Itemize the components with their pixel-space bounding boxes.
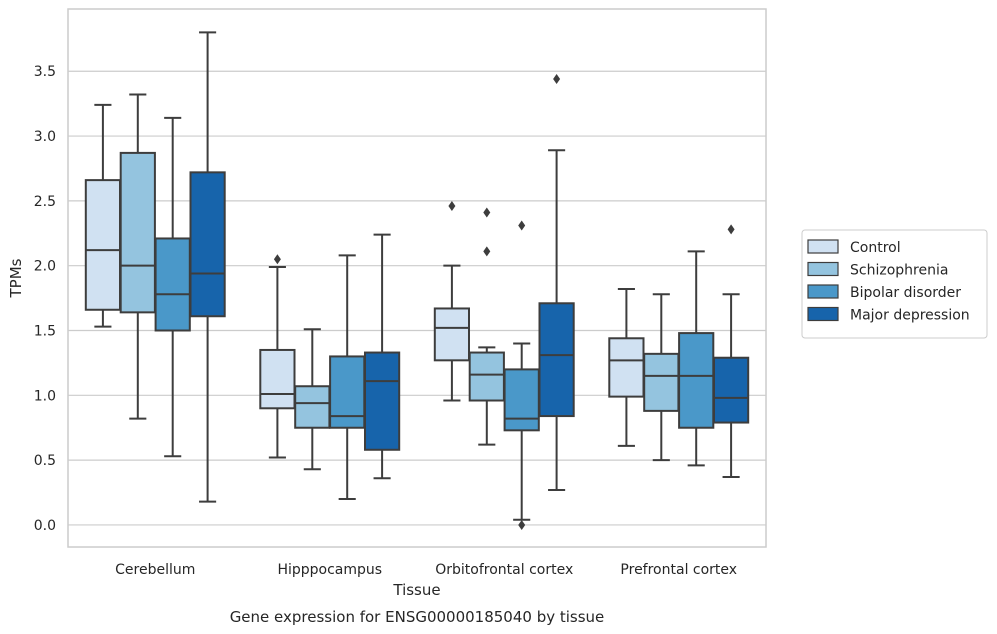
legend: Control Schizophrenia Bipolar disorder Majo… (801, 229, 988, 339)
x-tick-labels: Cerebellum Hipppocampus Orbitofrontal cort… (115, 562, 737, 578)
box-body (294, 385, 331, 429)
box-2-0 (433, 201, 471, 402)
box-body (643, 352, 680, 412)
outlier-point (518, 220, 526, 231)
legend-swatch (807, 284, 839, 299)
legend-label: Schizophrenia (850, 263, 948, 279)
box-body (678, 332, 715, 429)
box-body (189, 171, 226, 318)
box-2-3 (538, 74, 575, 491)
plot-frame (67, 8, 767, 548)
outlier-point (483, 246, 491, 257)
y-tick-label: 1.0 (34, 388, 56, 404)
x-axis-label: Tissue (392, 581, 440, 599)
box-body (608, 337, 645, 398)
x-tick-label: Cerebellum (115, 562, 195, 578)
box-3-2 (678, 250, 715, 467)
outlier-point (727, 224, 735, 235)
box-body (538, 302, 575, 418)
box-body (154, 237, 191, 332)
box-body (84, 179, 122, 311)
outlier-point (518, 519, 526, 530)
box-body (433, 307, 471, 362)
box-0-1 (119, 93, 156, 420)
box-body (259, 348, 296, 410)
box-1-1 (294, 328, 331, 471)
y-tick-label: 0.0 (34, 518, 56, 534)
box-3-0 (608, 288, 645, 447)
y-tick-label: 2.5 (34, 194, 56, 210)
x-tick-label: Hipppocampus (277, 562, 382, 578)
outlier-point (448, 201, 456, 212)
outlier-point (553, 74, 561, 85)
outlier-point (483, 207, 491, 218)
box-body (712, 356, 750, 424)
figure-caption: Gene expression for ENSG00000185040 by t… (230, 608, 605, 626)
y-tick-label: 3.5 (34, 64, 56, 80)
box-body (119, 151, 156, 314)
y-tick-label: 1.5 (34, 324, 56, 340)
x-tick-label: Prefrontal cortex (620, 562, 737, 578)
boxes-layer (84, 31, 750, 530)
box-0-3 (189, 31, 226, 503)
y-tick-label: 3.0 (34, 129, 56, 145)
box-2-2 (503, 220, 540, 530)
box-body (503, 368, 540, 432)
legend-label: Major depression (850, 308, 970, 324)
y-tick-label: 0.5 (34, 453, 56, 469)
x-tick-label: Orbitofrontal cortex (435, 562, 573, 578)
box-body (363, 351, 401, 451)
box-1-0 (259, 254, 296, 459)
outlier-point (273, 254, 281, 265)
y-axis-label: TPMs (7, 258, 25, 298)
legend-label: Bipolar disorder (850, 285, 961, 301)
y-tick-label: 2.0 (34, 259, 56, 275)
legend-label: Control (850, 240, 901, 256)
box-1-3 (363, 233, 401, 480)
legend-swatch (807, 261, 839, 277)
y-tick-labels: 0.0 0.5 1.0 1.5 2.0 2.5 3.0 3.5 (34, 64, 56, 534)
legend-swatch (807, 239, 839, 254)
box-body (468, 351, 505, 402)
box-3-3 (712, 224, 750, 478)
box-2-1 (468, 207, 505, 446)
legend-swatch (807, 306, 839, 322)
legend-frame (801, 229, 988, 339)
